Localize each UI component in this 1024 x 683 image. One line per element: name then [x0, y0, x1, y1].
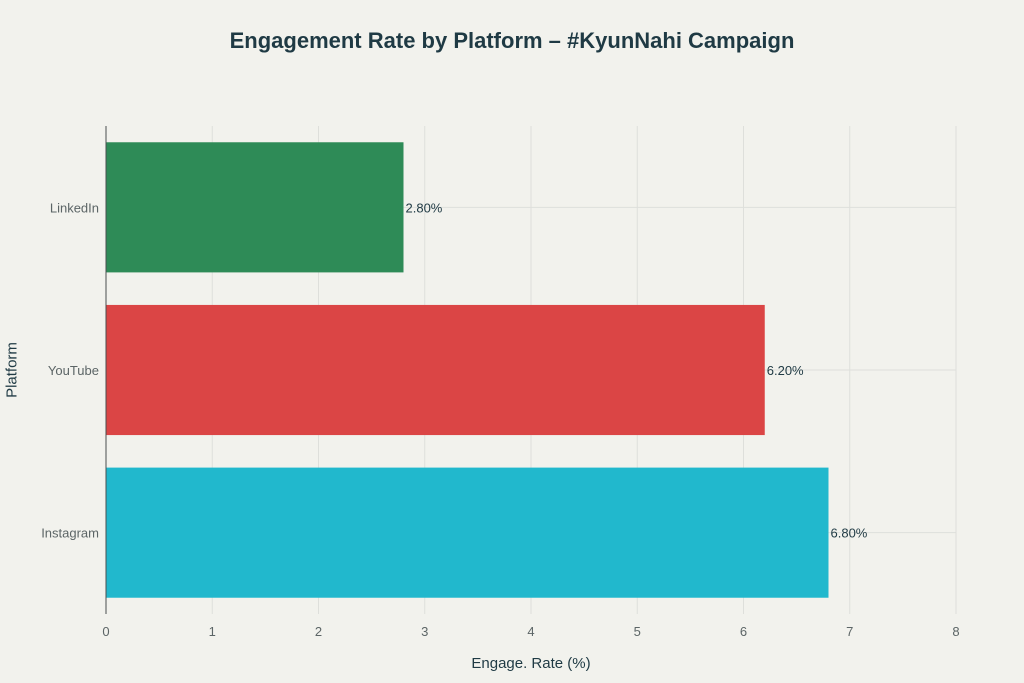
bar-instagram [106, 467, 829, 598]
y-axis-title: Platform [3, 342, 21, 398]
x-tick-label: 1 [209, 624, 216, 639]
x-tick-label: 6 [740, 624, 747, 639]
x-tick-label: 7 [846, 624, 853, 639]
bar-linkedin [106, 142, 404, 273]
x-tick-label: 3 [421, 624, 428, 639]
bar-youtube [106, 304, 765, 436]
chart-title: Engagement Rate by Platform – #KyunNahi … [229, 28, 795, 53]
x-tick-label: 8 [952, 624, 959, 639]
x-tick-label: 2 [315, 624, 322, 639]
data-label: 6.80% [831, 526, 868, 541]
y-tick-label: Instagram [41, 526, 99, 541]
x-tick-label: 5 [634, 624, 641, 639]
data-label: 6.20% [767, 363, 804, 378]
data-label: 2.80% [406, 200, 443, 215]
x-tick-label: 0 [102, 624, 109, 639]
x-tick-label: 4 [527, 624, 534, 639]
y-tick-label: LinkedIn [50, 200, 99, 215]
x-axis-title: Engage. Rate (%) [471, 655, 591, 672]
y-tick-label: YouTube [48, 363, 99, 378]
